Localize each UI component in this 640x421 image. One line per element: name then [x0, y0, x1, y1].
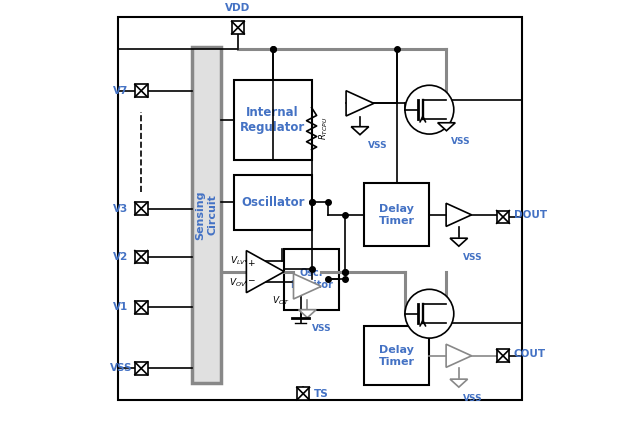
- Bar: [297, 387, 310, 400]
- Text: DOUT: DOUT: [513, 210, 547, 220]
- Bar: [232, 21, 244, 34]
- Text: COUT: COUT: [513, 349, 546, 359]
- Text: VSS: VSS: [451, 137, 470, 146]
- Text: VSS: VSS: [312, 324, 332, 333]
- Circle shape: [405, 85, 454, 134]
- Polygon shape: [299, 310, 316, 318]
- Bar: [135, 250, 147, 263]
- Bar: [191, 47, 221, 383]
- Polygon shape: [450, 379, 468, 387]
- Text: VSS: VSS: [463, 253, 483, 262]
- Polygon shape: [246, 250, 284, 293]
- Text: Internal
Regulator: Internal Regulator: [240, 106, 305, 134]
- Circle shape: [405, 289, 454, 338]
- Text: Osc.
Monitor: Osc. Monitor: [290, 268, 333, 290]
- Text: +: +: [247, 259, 255, 268]
- Text: VDD: VDD: [225, 3, 251, 13]
- Polygon shape: [294, 274, 321, 299]
- Bar: [234, 175, 312, 229]
- Text: V3: V3: [113, 203, 129, 213]
- Text: Oscillator: Oscillator: [241, 196, 305, 209]
- Text: Delay
Timer: Delay Timer: [379, 345, 415, 367]
- Polygon shape: [450, 238, 468, 246]
- Text: −: −: [247, 276, 255, 285]
- Text: V1: V1: [113, 302, 129, 312]
- Bar: [135, 202, 147, 215]
- Polygon shape: [351, 127, 369, 135]
- Bar: [135, 85, 147, 97]
- Text: $V_{LV}$: $V_{LV}$: [230, 254, 246, 266]
- Polygon shape: [446, 203, 472, 226]
- Bar: [135, 362, 147, 375]
- Polygon shape: [346, 91, 374, 116]
- Text: $R_{TCPU}$: $R_{TCPU}$: [318, 117, 330, 140]
- Bar: [284, 248, 339, 309]
- Bar: [364, 326, 429, 385]
- Bar: [364, 183, 429, 246]
- Text: VSS: VSS: [109, 363, 132, 373]
- Bar: [234, 80, 312, 160]
- Text: $V_{OV}$: $V_{OV}$: [228, 277, 246, 289]
- Bar: [135, 301, 147, 314]
- Bar: [497, 210, 509, 223]
- Bar: [497, 349, 509, 362]
- Text: $V_{OT}$: $V_{OT}$: [271, 294, 289, 306]
- Text: VSS: VSS: [369, 141, 388, 150]
- Text: Sensing
Circuit: Sensing Circuit: [196, 190, 217, 240]
- Polygon shape: [438, 123, 455, 131]
- Text: V2: V2: [113, 252, 129, 262]
- Text: V7: V7: [113, 86, 129, 96]
- Polygon shape: [446, 344, 472, 368]
- Text: TS: TS: [314, 389, 328, 399]
- Text: Delay
Timer: Delay Timer: [379, 204, 415, 226]
- Text: VSS: VSS: [463, 394, 483, 402]
